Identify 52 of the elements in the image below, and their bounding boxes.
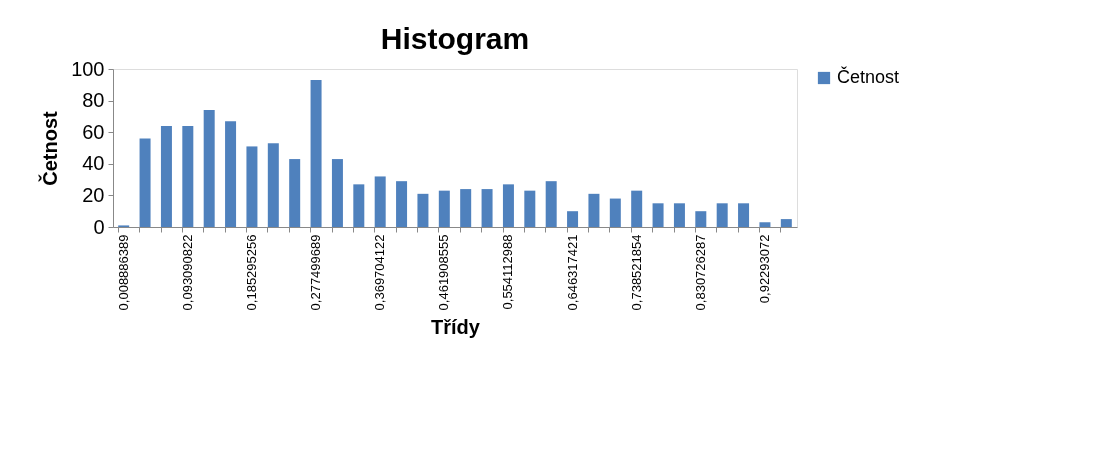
x-tick-label: 0,554112988 [500,234,516,310]
x-tick-label: 0,093090822 [179,234,195,311]
bar [631,190,643,227]
bar [267,143,279,227]
bar [203,110,215,227]
bar [738,203,750,227]
bar [567,211,579,227]
bar [417,193,429,227]
bar [652,203,664,227]
x-tick-label: 0,369704122 [372,234,388,311]
bar [759,222,771,227]
y-tick-label: 0 [93,215,105,238]
bar [331,159,343,227]
bar [460,189,472,227]
x-tick-label: 0,92293072 [756,234,772,304]
bar [524,190,536,227]
bar [225,121,237,227]
bar [695,211,707,227]
legend-label: Četnost [837,66,900,87]
y-tick-label: 100 [71,57,105,80]
x-tick-label: 0,646317421 [564,234,580,311]
bar [160,125,172,227]
bar [545,181,557,227]
chart-title: Histogram [380,22,530,55]
bar [310,80,322,227]
bar [139,138,151,227]
bar [609,198,621,227]
x-tick-label: 0,830726287 [692,234,708,311]
bar [673,203,685,227]
bar [396,181,408,227]
bar [246,146,258,227]
bar [588,193,600,227]
bar [481,189,493,227]
y-tick-label: 20 [82,183,105,206]
bar [438,190,450,227]
bar [374,176,386,227]
bar [502,184,514,227]
x-tick-label: 0,008886389 [115,234,131,311]
bar [716,203,728,227]
x-tick-label: 0,738521854 [628,234,644,311]
bar [289,159,301,227]
x-tick-label: 0,185295256 [243,234,259,311]
bar [780,219,792,227]
y-axis-title: Četnost [38,110,62,186]
y-tick-label: 80 [82,89,105,112]
bar [353,184,365,227]
x-axis-title: Třídy [431,316,481,339]
x-tick-label: 0,277499689 [308,234,324,311]
bar [182,125,194,227]
y-tick-label: 60 [82,120,105,143]
x-tick-label: 0,461908555 [436,234,452,311]
y-tick-label: 40 [82,152,105,175]
